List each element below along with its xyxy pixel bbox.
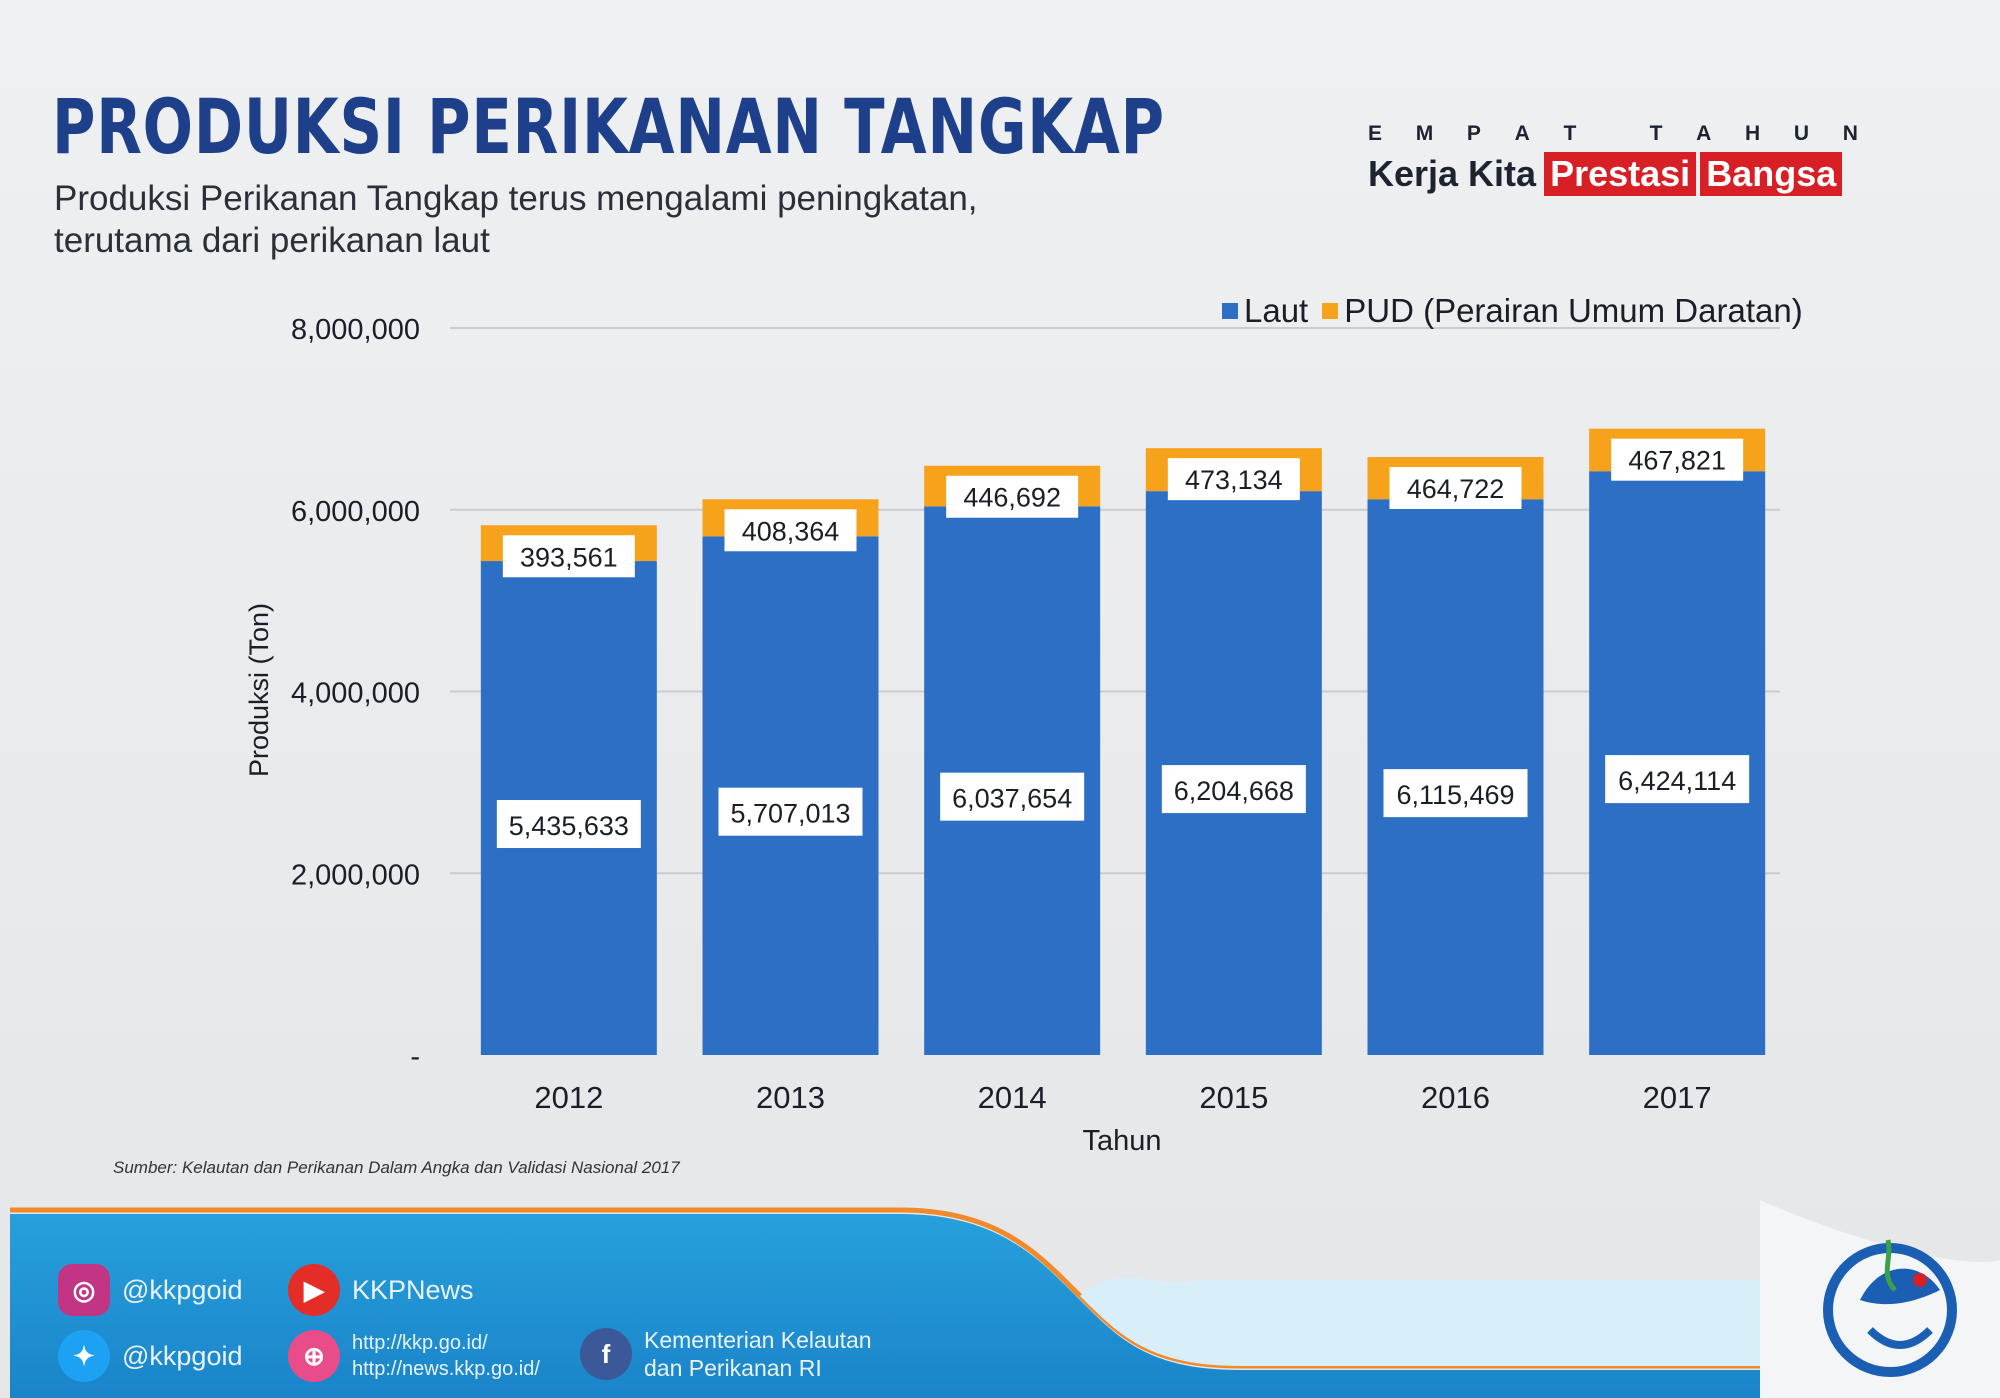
brand-tagline-top: E M P A T T A H U N	[1368, 122, 1858, 146]
data-label-box	[1389, 467, 1522, 510]
brand-letter: T	[1563, 122, 1577, 145]
source-note: Sumber: Kelautan dan Perikanan Dalam Ang…	[113, 1158, 680, 1177]
instagram-link[interactable]: ◎ @kkpgoid	[58, 1264, 242, 1316]
y-tick-label: -	[410, 1041, 420, 1073]
brand-tagline: Kerja Kita Prestasi Bangsa	[1368, 152, 1843, 196]
x-tick-label: 2015	[1199, 1080, 1268, 1115]
x-tick-label: 2012	[534, 1080, 603, 1115]
y-tick-label: 6,000,000	[291, 496, 420, 528]
chart-legend: Laut PUD (Perairan Umum Daratan)	[1222, 292, 1817, 330]
bar-chart: - 2,000,000 4,000,000 6,000,000 8,000,000 Pro…	[244, 314, 1780, 1157]
legend-swatch-pud	[1322, 303, 1339, 319]
legend-label-pud: PUD (Perairan Umum Daratan)	[1344, 292, 1803, 329]
data-label-laut-2014: 6,037,654	[952, 784, 1072, 814]
brand-letter: E	[1368, 122, 1383, 145]
brand-letter: N	[1842, 122, 1858, 145]
youtube-handle: KKPNews	[352, 1274, 474, 1305]
legend-swatch-laut	[1222, 303, 1238, 319]
y-tick-label: 4,000,000	[291, 678, 420, 710]
data-label-box	[502, 535, 635, 578]
data-label-laut-2016: 6,115,469	[1396, 780, 1514, 810]
x-tick-label: 2014	[978, 1080, 1047, 1115]
twitter-icon: ✦	[58, 1330, 110, 1382]
brand-letter: A	[1514, 122, 1530, 145]
instagram-handle: @kkpgoid	[122, 1274, 243, 1305]
twitter-link[interactable]: ✦ @kkpgoid	[58, 1330, 242, 1382]
brand-letter: P	[1466, 122, 1481, 145]
website-link[interactable]: ⊕ http://kkp.go.id/ http://news.kkp.go.i…	[288, 1330, 540, 1382]
footer-bar: ◎ @kkpgoid ▶ KKPNews ✦ @kkpgoid ⊕ http:/…	[0, 1200, 2000, 1398]
page-subtitle: Produksi Perikanan Tangkap terus mengala…	[54, 178, 1154, 262]
data-label-pud-2012: 393,561	[520, 542, 618, 572]
kkp-logo	[1823, 1239, 1957, 1377]
globe-icon: ⊕	[288, 1330, 340, 1382]
brand-letter: U	[1793, 122, 1810, 145]
x-tick-label: 2017	[1643, 1080, 1712, 1115]
x-tick-label: 2016	[1421, 1080, 1490, 1115]
brand-letter: H	[1745, 122, 1761, 145]
brand-prestasi: Prestasi	[1544, 152, 1697, 196]
data-label-laut-2013: 5,707,013	[730, 799, 850, 829]
data-label-pud-2017: 467,821	[1628, 446, 1726, 476]
data-label-laut-2015: 6,204,668	[1174, 776, 1294, 806]
data-label-box	[496, 800, 641, 849]
youtube-link[interactable]: ▶ KKPNews	[288, 1264, 474, 1316]
data-label-box	[940, 772, 1085, 821]
data-label-box	[1161, 765, 1306, 814]
facebook-link[interactable]: f Kementerian Kelautan dan Perikanan RI	[580, 1326, 872, 1382]
brand-kerja: Kerja Kita	[1368, 153, 1537, 194]
page-title: PRODUKSI PERIKANAN TANGKAP	[52, 82, 1165, 171]
data-label-box	[1611, 438, 1744, 481]
data-label-box	[718, 787, 863, 836]
facebook-name: Kementerian Kelautan dan Perikanan RI	[644, 1326, 872, 1382]
data-label-pud-2014: 446,692	[963, 483, 1061, 513]
instagram-icon: ◎	[58, 1264, 110, 1316]
x-tick-label: 2013	[756, 1080, 825, 1115]
facebook-name-2: dan Perikanan RI	[644, 1355, 822, 1381]
youtube-icon: ▶	[288, 1264, 340, 1316]
brand-letter: T	[1649, 122, 1663, 145]
brand-bangsa: Bangsa	[1700, 152, 1843, 196]
twitter-handle: @kkpgoid	[122, 1340, 243, 1371]
data-label-pud-2015: 473,134	[1185, 465, 1283, 495]
brand-letter: A	[1696, 122, 1712, 145]
website-urls: http://kkp.go.id/ http://news.kkp.go.id/	[352, 1330, 540, 1382]
footer-wave	[10, 1200, 2000, 1398]
legend-item-pud: PUD (Perairan Umum Daratan)	[1322, 292, 1803, 330]
y-tick-label: 8,000,000	[291, 314, 420, 346]
x-axis-title: Tahun	[1082, 1125, 1161, 1157]
website-url-2: http://news.kkp.go.id/	[352, 1358, 540, 1380]
subtitle-line-2: terutama dari perikanan laut	[54, 221, 490, 260]
data-label-box	[1383, 769, 1528, 818]
data-label-box	[946, 475, 1079, 518]
data-label-laut-2012: 5,435,633	[509, 811, 629, 841]
data-label-pud-2016: 464,722	[1407, 474, 1505, 504]
data-label-laut-2017: 6,424,114	[1618, 766, 1736, 796]
facebook-icon: f	[580, 1328, 632, 1380]
data-label-box	[1167, 458, 1300, 501]
website-url-1: http://kkp.go.id/	[352, 1332, 488, 1354]
data-label-box	[1605, 755, 1750, 804]
facebook-name-1: Kementerian Kelautan	[644, 1327, 872, 1353]
y-axis-title: Produksi (Ton)	[244, 603, 274, 777]
data-label-box	[724, 509, 857, 552]
legend-label-laut: Laut	[1244, 292, 1309, 329]
data-label-pud-2013: 408,364	[742, 516, 840, 546]
brand-letter: M	[1415, 122, 1434, 145]
subtitle-line-1: Produksi Perikanan Tangkap terus mengala…	[54, 179, 978, 218]
legend-item-laut: Laut	[1222, 292, 1308, 330]
y-tick-label: 2,000,000	[291, 859, 420, 891]
